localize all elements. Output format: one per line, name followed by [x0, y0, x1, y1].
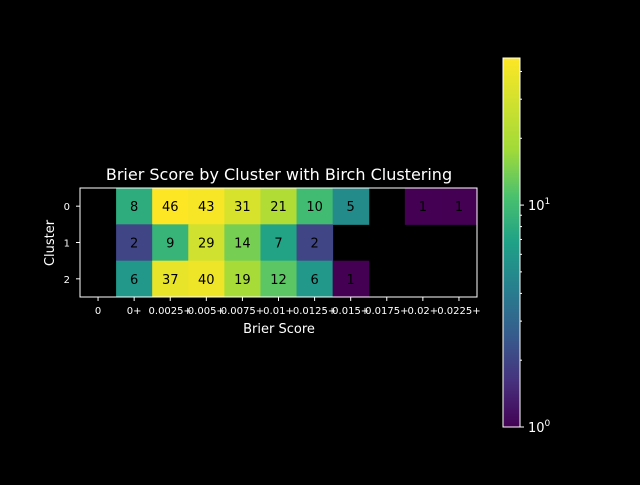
- x-tick-label: 0.0025+: [149, 306, 192, 317]
- heatmap-cell: [188, 224, 225, 262]
- cell-value-label: 37: [162, 273, 179, 288]
- cell-value-label: 10: [306, 200, 323, 215]
- chart-title: Brier Score by Cluster with Birch Cluste…: [106, 165, 452, 184]
- heatmap-cell: [404, 188, 442, 225]
- heatmap-cell: [152, 188, 189, 225]
- colorbar-gradient: [502, 57, 521, 428]
- cell-value-label: 2: [130, 237, 138, 252]
- cell-value-label: 29: [198, 237, 215, 252]
- cell-value-label: 21: [270, 200, 287, 215]
- cell-value-label: 1: [455, 200, 463, 215]
- x-tick-label: 0.0075+: [221, 306, 264, 317]
- heatmap-cell: [260, 260, 298, 298]
- cell-value-label: 7: [274, 237, 282, 252]
- cell-value-label: 1: [419, 200, 427, 215]
- heatmap-cell: [224, 188, 261, 225]
- cell-value-label: 12: [270, 273, 287, 288]
- cell-value-label: 6: [130, 273, 138, 288]
- colorbar-tick-label: 100: [528, 419, 551, 436]
- x-tick-label: 0+: [127, 306, 142, 317]
- heatmap-cell: [332, 188, 370, 225]
- cell-value-label: 8: [130, 200, 138, 215]
- heatmap-cell: [296, 224, 334, 262]
- cell-value-label: 43: [198, 200, 215, 215]
- colorbar-tick-label: 101: [528, 197, 550, 214]
- cell-value-label: 31: [234, 200, 251, 215]
- cell-value-label: 6: [310, 273, 318, 288]
- colorbar: 100 101: [502, 57, 551, 436]
- y-tick-label: 1: [64, 239, 70, 250]
- heatmap-cell: [260, 188, 298, 225]
- x-tick-label: 0.02+: [408, 306, 439, 317]
- heatmap-cells: 8 46 43 31 21 10 5 1 12 9 29 14 7 26 37 40 19 12 6 1: [116, 188, 478, 298]
- x-axis-label: Brier Score: [243, 322, 315, 337]
- heatmap-cell: [296, 188, 334, 225]
- heatmap-cell: [116, 260, 153, 298]
- heatmap-cell: [332, 260, 370, 298]
- cell-value-label: 2: [310, 237, 318, 252]
- x-tick-label: 0: [95, 306, 101, 317]
- x-tick-label: 0.0225+: [437, 306, 480, 317]
- heatmap-cell: [440, 188, 478, 225]
- y-tick-label: 0: [64, 202, 70, 213]
- y-axis-ticks: 0 1 2: [64, 202, 80, 286]
- heatmap-cell: [152, 224, 189, 262]
- y-axis-label: Cluster: [43, 219, 58, 266]
- cell-value-label: 1: [347, 273, 355, 288]
- cell-value-label: 19: [234, 273, 251, 288]
- heatmap-cell: [296, 260, 334, 298]
- x-tick-label: 0.0175+: [365, 306, 408, 317]
- heatmap-cell: [188, 188, 225, 225]
- heatmap-cell: [224, 260, 261, 298]
- cell-value-label: 14: [234, 237, 251, 252]
- heatmap-cell: [224, 224, 261, 262]
- heatmap-cell: [188, 260, 225, 298]
- heatmap-cell: [152, 260, 189, 298]
- heatmap-cell: [116, 188, 153, 225]
- cell-value-label: 40: [198, 273, 215, 288]
- x-tick-label: 0.01+: [263, 306, 294, 317]
- heatmap-cell: [260, 224, 298, 262]
- x-tick-label: 0.005+: [188, 306, 225, 317]
- heatmap-cell: [116, 224, 153, 262]
- x-axis-ticks: 0 0+ 0.0025+0.005+0.0075+ 0.01+ 0.0125+0.015…: [95, 297, 481, 317]
- x-tick-label: 0.015+: [332, 306, 369, 317]
- cell-value-label: 46: [162, 200, 179, 215]
- cell-value-label: 9: [166, 237, 174, 252]
- cell-value-label: 5: [347, 200, 355, 215]
- x-tick-label: 0.0125+: [293, 306, 336, 317]
- y-tick-label: 2: [64, 275, 70, 286]
